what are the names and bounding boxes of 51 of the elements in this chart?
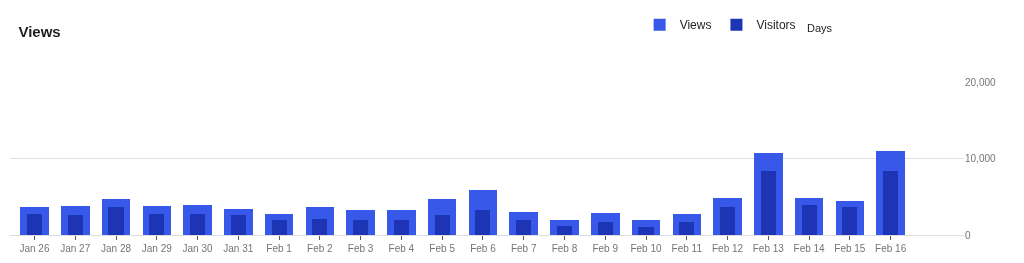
bar [883, 171, 898, 235]
x-tick-label: Feb 15 [834, 243, 866, 254]
x-tick-label: Jan 28 [100, 243, 132, 254]
x-tick-label: Feb 9 [592, 243, 619, 254]
x-tick-label: Feb 8 [551, 243, 578, 254]
bar [27, 214, 42, 235]
bar [720, 207, 735, 235]
x-tick-label: Feb 14 [793, 243, 826, 254]
bar [557, 226, 572, 235]
x-tick-label: Feb 13 [752, 243, 785, 254]
bar [761, 171, 776, 235]
x-tick-label: Feb 7 [510, 243, 537, 254]
bar [68, 215, 83, 235]
legend-label: Visitors [756, 18, 796, 33]
bar [394, 220, 409, 235]
bar [190, 214, 205, 235]
bar [231, 215, 246, 235]
x-tick-label: Jan 31 [223, 243, 254, 254]
bar [598, 222, 613, 235]
x-tick-label: Feb 5 [429, 243, 456, 254]
x-tick-label: Feb 1 [266, 243, 293, 254]
x-tick-label: Feb 3 [347, 243, 374, 254]
x-tick-label: Feb 2 [307, 243, 334, 254]
x-tick-label: Jan 29 [141, 243, 173, 254]
bar [149, 214, 164, 235]
x-tick-label: Feb 12 [711, 243, 744, 254]
y-tick-label: 10,000 [965, 153, 997, 164]
bar [353, 220, 368, 235]
bar [108, 207, 124, 235]
x-tick-label: Feb 6 [470, 243, 497, 254]
bar [272, 220, 287, 235]
x-tick-label: Feb 10 [630, 243, 662, 254]
x-tick-label: Feb 16 [875, 243, 907, 254]
bar [312, 219, 327, 235]
x-tick-label: Jan 27 [60, 243, 91, 254]
bar [802, 205, 817, 235]
bar [679, 222, 694, 235]
bar [475, 210, 490, 235]
chart-title: Views [18, 22, 61, 40]
x-tick-label: Jan 30 [182, 243, 213, 254]
y-tick-label: 20,000 [965, 76, 997, 88]
y-tick-label: 0 [965, 229, 971, 241]
bar [516, 220, 531, 235]
bar [842, 207, 857, 235]
x-tick-label: Feb 11 [671, 243, 703, 254]
x-tick-label: Jan 26 [19, 243, 50, 254]
legend-label: Views [679, 18, 712, 33]
x-tick-label: Feb 4 [388, 243, 415, 254]
bar [435, 215, 450, 235]
text: Days [807, 22, 833, 34]
bar [638, 227, 654, 235]
